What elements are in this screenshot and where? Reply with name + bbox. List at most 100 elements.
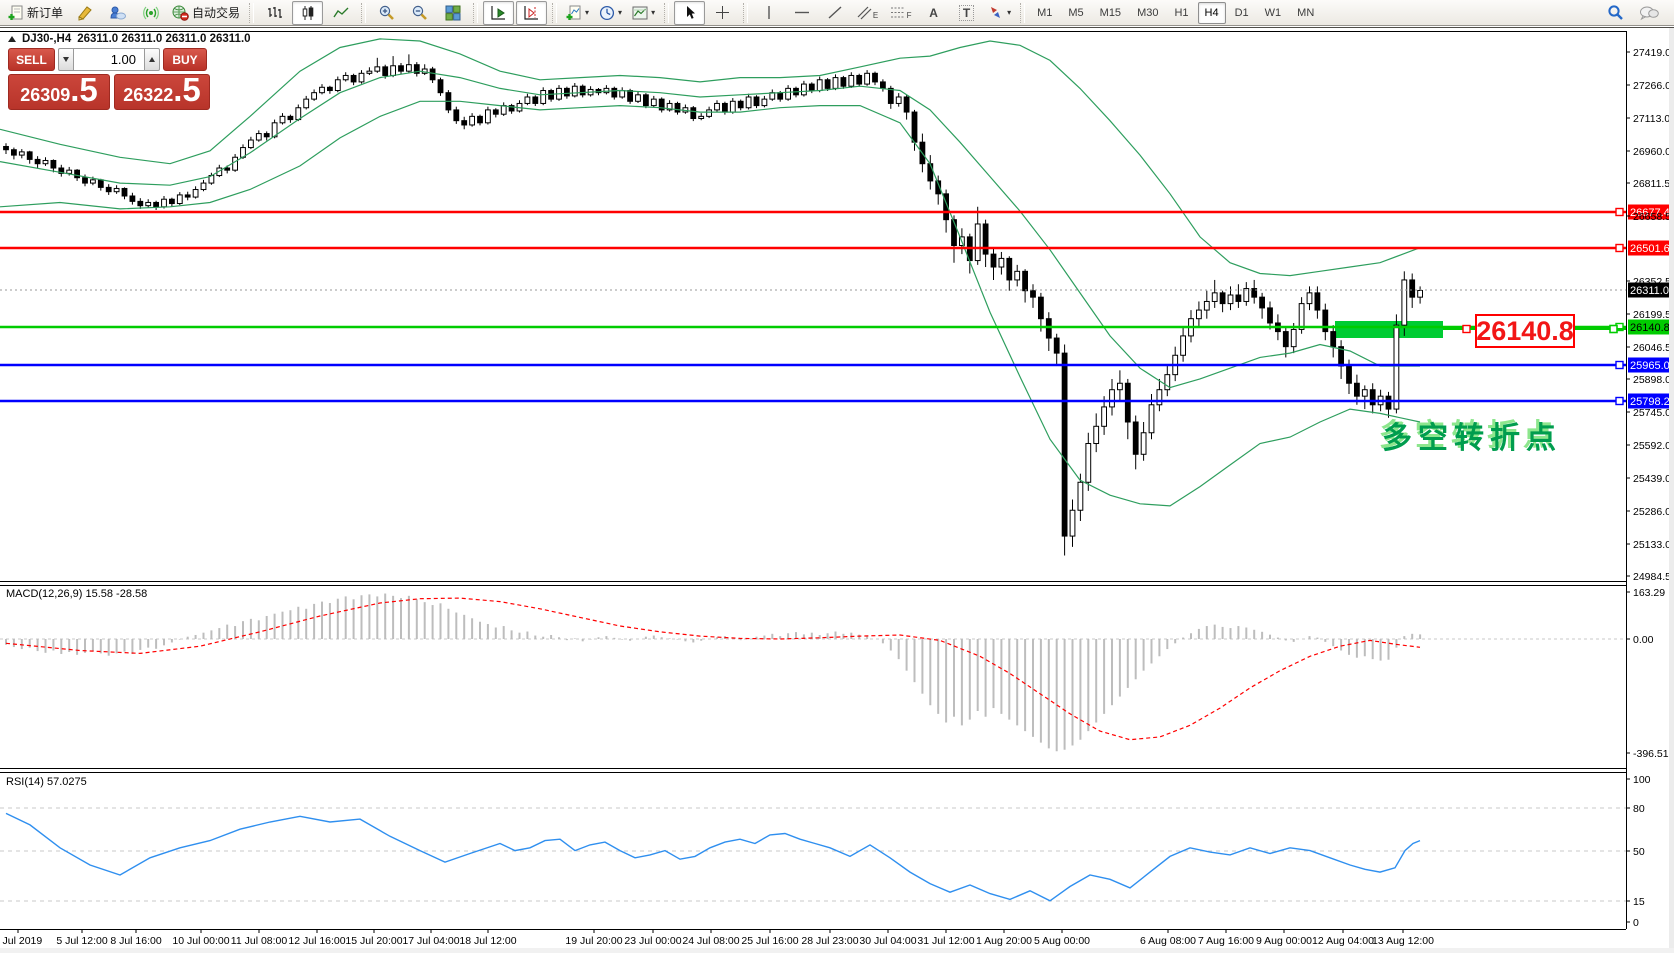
- tile-windows-button[interactable]: [437, 1, 468, 25]
- annotation-handle: [1609, 324, 1618, 334]
- buy-button[interactable]: BUY: [163, 48, 207, 71]
- svg-text:26311.0: 26311.0: [1630, 285, 1669, 297]
- svg-text:5 Aug 00:00: 5 Aug 00:00: [1034, 935, 1090, 947]
- text-label-tool-button[interactable]: T: [951, 1, 982, 25]
- volume-decrease-button[interactable]: [58, 48, 74, 71]
- price-annotation-box[interactable]: 26140.8: [1475, 314, 1575, 348]
- svg-text:25898.0: 25898.0: [1633, 374, 1671, 386]
- window-edge: [1669, 28, 1674, 953]
- text-tool-button[interactable]: A: [918, 1, 949, 25]
- cloud-person-icon: [110, 6, 127, 19]
- axis-price-label: [1628, 357, 1673, 373]
- svg-text:100: 100: [1633, 774, 1651, 786]
- zoom-out-button[interactable]: [404, 1, 435, 25]
- cursor-tool-button[interactable]: [674, 0, 706, 25]
- volume-input[interactable]: [74, 48, 144, 71]
- templates-button[interactable]: ▾: [628, 1, 659, 25]
- timeframe-group: M1 M5 M15 M30 H1 H4 D1 W1 MN: [1029, 1, 1322, 24]
- sell-button[interactable]: SELL: [8, 48, 55, 71]
- volume-increase-button[interactable]: [144, 48, 160, 71]
- timeframe-button-M1[interactable]: M1: [1037, 6, 1053, 19]
- buy-price-frac: .5: [173, 71, 201, 108]
- one-click-trading-panel: SELL BUY 26309.5 26322.5: [8, 48, 210, 110]
- price-axis[interactable]: [1627, 31, 1669, 929]
- zoom-in-button[interactable]: [371, 1, 402, 25]
- svg-text:26046.5: 26046.5: [1633, 342, 1671, 354]
- new-order-button[interactable]: 新订单: [4, 1, 67, 25]
- triangle-up-icon: [149, 57, 155, 62]
- line-handle: [1615, 243, 1624, 253]
- chevron-down-icon: ▾: [1007, 7, 1012, 17]
- trendline-tool-button[interactable]: [819, 1, 850, 25]
- auto-scroll-button[interactable]: [483, 0, 515, 25]
- crosshair-tool-button[interactable]: [707, 1, 738, 25]
- candlestick-chart-button[interactable]: [292, 0, 324, 25]
- indicators-icon: [566, 5, 581, 20]
- timeframe-button-M5[interactable]: M5: [1068, 6, 1084, 19]
- line-handle: [1615, 360, 1624, 370]
- svg-text:18 Jul 12:00: 18 Jul 12:00: [459, 935, 516, 947]
- axis-price-label: [1628, 319, 1673, 335]
- chat-button[interactable]: [1633, 1, 1664, 25]
- svg-text:27419.0: 27419.0: [1633, 47, 1671, 59]
- line-chart-button[interactable]: [325, 1, 356, 25]
- indicators-button[interactable]: ▾: [562, 1, 593, 25]
- autotrading-icon: [172, 5, 189, 21]
- autotrading-button[interactable]: 自动交易: [168, 1, 244, 25]
- timeframe-button-MN[interactable]: MN: [1297, 6, 1315, 19]
- timeframe-button-H4[interactable]: H4: [1197, 1, 1226, 24]
- buy-price-main: 26322: [123, 85, 174, 105]
- arrows-tool-button[interactable]: ▾: [984, 1, 1015, 25]
- sell-price-display[interactable]: 26309.5: [8, 71, 110, 110]
- toolbar-separator: [552, 2, 558, 23]
- chart-plot-area[interactable]: [0, 31, 1626, 929]
- sell-price-main: 26309: [20, 85, 71, 105]
- periods-button[interactable]: ▾: [595, 1, 626, 25]
- svg-text:163.29: 163.29: [1633, 587, 1665, 599]
- timeframe-button-D1[interactable]: D1: [1234, 6, 1249, 19]
- chevron-down-icon: ▾: [585, 7, 590, 17]
- label-tool-icon: T: [958, 4, 975, 21]
- time-axis[interactable]: [0, 930, 1626, 952]
- community-button[interactable]: [102, 1, 133, 25]
- vertical-line-tool-button[interactable]: [753, 1, 784, 25]
- chart-shift-button[interactable]: [516, 0, 548, 25]
- bollinger-upper-band: [0, 38, 1421, 277]
- cursor-icon: [686, 6, 695, 19]
- svg-text:7 Aug 16:00: 7 Aug 16:00: [1198, 935, 1254, 947]
- svg-text:25 Jul 16:00: 25 Jul 16:00: [741, 935, 798, 947]
- svg-text:26199.5: 26199.5: [1633, 309, 1671, 321]
- svg-text:25745.0: 25745.0: [1633, 407, 1671, 419]
- channel-icon: [857, 6, 872, 20]
- arrows-icon: [991, 7, 1001, 18]
- collapse-panel-icon[interactable]: [8, 36, 16, 42]
- timeframe-button-M30[interactable]: M30: [1137, 6, 1159, 19]
- chart-title-row: DJ30-,H4 26311.0 26311.0 26311.0 26311.0: [8, 33, 251, 45]
- highlight-rectangle[interactable]: [1335, 321, 1443, 338]
- svg-text:1 Aug 20:00: 1 Aug 20:00: [976, 935, 1032, 947]
- turning-point-annotation[interactable]: 多空转折点: [1382, 422, 1562, 455]
- buy-price-display[interactable]: 26322.5: [113, 71, 210, 110]
- bar-chart-button[interactable]: [259, 1, 290, 25]
- bar-chart-icon: [267, 6, 282, 18]
- signals-button[interactable]: [135, 1, 166, 25]
- clock-icon: [599, 5, 615, 20]
- macd-histogram: [5, 593, 1422, 752]
- horizontal-line-tool-button[interactable]: [786, 1, 817, 25]
- channel-tool-button[interactable]: E: [852, 1, 883, 25]
- main-toolbar: 新订单 自动交易: [0, 0, 1674, 26]
- bollinger-lower-band: [0, 100, 1421, 507]
- tile-windows-icon: [445, 5, 461, 21]
- candlestick-series: [3, 54, 1423, 556]
- svg-text:25592.0: 25592.0: [1633, 440, 1671, 452]
- sell-price-frac: .5: [70, 71, 98, 108]
- timeframe-button-M15[interactable]: M15: [1099, 6, 1122, 19]
- mql-button[interactable]: [69, 1, 100, 25]
- svg-text:23 Jul 00:00: 23 Jul 00:00: [624, 935, 681, 947]
- timeframe-button-H1[interactable]: H1: [1174, 6, 1189, 19]
- timeframe-button-W1[interactable]: W1: [1264, 6, 1282, 19]
- text-tool-icon: A: [929, 5, 938, 20]
- fibonacci-tool-button[interactable]: F: [885, 1, 916, 25]
- search-button[interactable]: [1600, 1, 1631, 25]
